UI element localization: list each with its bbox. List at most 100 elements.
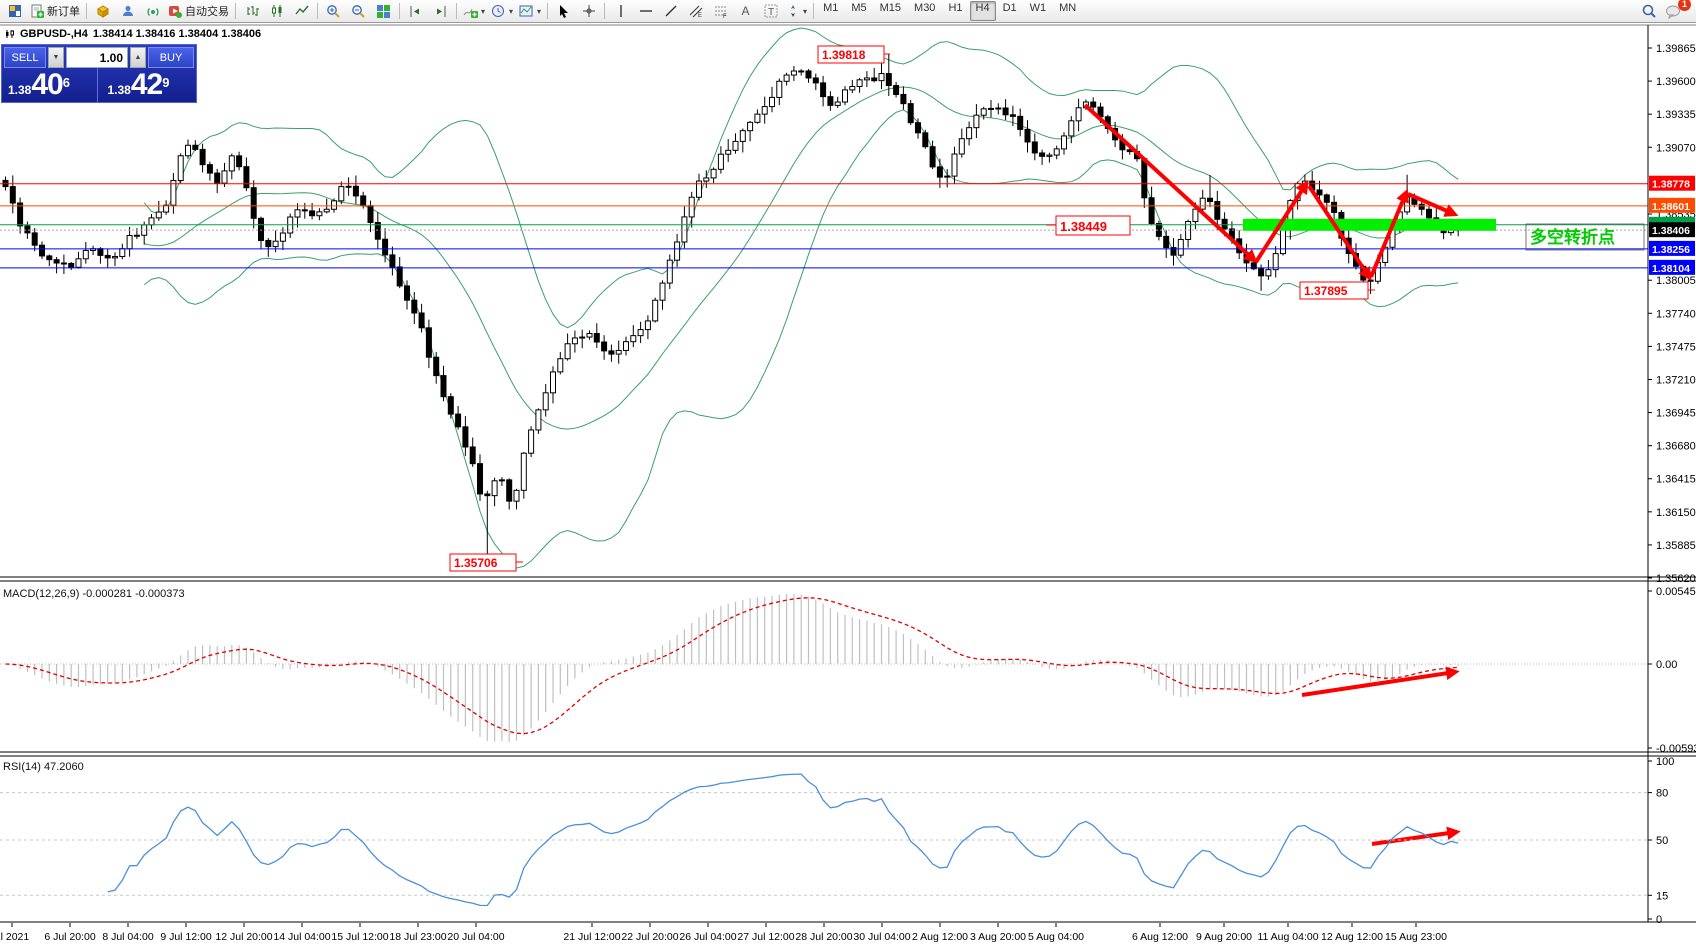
sell-button[interactable]: SELL: [4, 47, 46, 68]
candlestick-chart-icon[interactable]: [264, 1, 289, 22]
time-tick-label: 15 Jul 12:00: [331, 931, 388, 943]
terminal-icon[interactable]: [2, 1, 27, 22]
red-arrow[interactable]: [1083, 103, 1258, 264]
candle-body: [929, 146, 936, 168]
candle-body: [725, 149, 732, 155]
timeframe-button-m15[interactable]: M15: [879, 2, 902, 14]
lot-decrease-button[interactable]: ▼: [48, 47, 64, 68]
text-tool[interactable]: A: [741, 4, 750, 18]
trendline-tool[interactable]: [658, 1, 683, 22]
candle-body: [155, 211, 162, 219]
price-axis[interactable]: 1.398651.396001.393351.390701.385351.380…: [1648, 43, 1696, 926]
one-click-trading-panel: SELL ▼ ▲ BUY 1.38 40 6 1.38 42 9: [1, 44, 197, 103]
red-arrow[interactable]: [1301, 666, 1460, 697]
new-order-button[interactable]: 新订单: [27, 1, 83, 22]
rsi-axis-label: 80: [1656, 788, 1668, 800]
horizontal-line-tool[interactable]: [633, 1, 658, 22]
timeframe-button-d1[interactable]: D1: [1002, 2, 1017, 14]
candle-body: [17, 202, 24, 227]
timeframe-button-m5[interactable]: M5: [851, 2, 867, 14]
candle-body: [389, 254, 396, 268]
zoom-out-icon[interactable]: [346, 1, 371, 22]
candle-body: [754, 113, 761, 123]
candle-body: [856, 79, 863, 87]
candle-body: [258, 217, 264, 241]
time-axis[interactable]: ul 2021 6 Jul 20:00 8 Jul 04:00 9 Jul 12:00…: [0, 923, 1447, 943]
candle-body: [1075, 107, 1082, 122]
green-highlight-bar[interactable]: [1243, 218, 1496, 231]
sell-price[interactable]: 1.38 40 6: [2, 68, 97, 102]
timeframe-button-m30[interactable]: M30: [914, 2, 936, 14]
candle-body: [279, 232, 286, 242]
timeframe-button-h1[interactable]: H1: [948, 2, 963, 14]
candle-body: [1148, 197, 1155, 224]
axis-tick-label: 1.35885: [1656, 540, 1696, 552]
lot-size-input[interactable]: [66, 47, 128, 68]
chart-shift-icon[interactable]: [403, 1, 428, 22]
macd-label: MACD(12,26,9) -0.000281 -0.000373: [3, 588, 185, 600]
search-icon[interactable]: [1636, 1, 1661, 22]
text-label-tool[interactable]: T: [758, 1, 783, 22]
timeframe-button-mn[interactable]: MN: [1059, 2, 1077, 14]
notifications-button[interactable]: 1: [1661, 0, 1691, 22]
fibonacci-tool[interactable]: F: [708, 1, 733, 22]
indicators-button[interactable]: ▾: [460, 1, 488, 22]
candle-body: [944, 175, 951, 178]
sell-price-sup: 6: [62, 75, 70, 90]
candle-body: [309, 210, 316, 217]
timeframe-button-m1[interactable]: M1: [823, 2, 839, 14]
price-label-box[interactable]: [1055, 215, 1131, 236]
buy-price[interactable]: 1.38 42 9: [96, 68, 197, 102]
svg-text:E: E: [698, 13, 702, 18]
candle-body: [1061, 135, 1067, 150]
red-arrow[interactable]: [1307, 184, 1372, 281]
axis-tick-label: 1.38005: [1656, 275, 1696, 287]
cn-annotation[interactable]: 多空转折点: [1525, 223, 1645, 251]
cursor-tool[interactable]: [551, 1, 576, 22]
crosshair-tool[interactable]: [576, 1, 601, 22]
candle-body: [272, 240, 279, 248]
candle-body: [1002, 107, 1009, 116]
red-arrow[interactable]: [1254, 179, 1309, 264]
periods-button[interactable]: ▾: [488, 1, 516, 22]
red-arrow[interactable]: [1371, 826, 1461, 846]
candle-body: [863, 77, 870, 81]
candle-body: [936, 166, 943, 178]
price-label-box[interactable]: [817, 45, 885, 64]
candle-body: [615, 349, 622, 355]
timeframe-button-w1[interactable]: W1: [1029, 2, 1047, 14]
price-label-box[interactable]: [449, 553, 517, 572]
timeframe-button-h4[interactable]: H4: [969, 1, 996, 21]
bollinger-bands: [143, 27, 1459, 569]
market-icon[interactable]: [90, 1, 115, 22]
candle-body: [1053, 148, 1060, 156]
candle-body: [739, 130, 746, 142]
lot-increase-button[interactable]: ▲: [130, 47, 146, 68]
buy-button[interactable]: BUY: [148, 47, 194, 68]
auto-trade-button[interactable]: 自动交易: [165, 1, 232, 22]
signals-icon[interactable]: [140, 1, 165, 22]
line-chart-icon[interactable]: [289, 1, 314, 22]
candle-body: [1031, 141, 1038, 154]
templates-button[interactable]: ▾: [516, 1, 544, 22]
red-arrow[interactable]: [1369, 188, 1409, 278]
equidistant-channel-tool[interactable]: E: [683, 1, 708, 22]
buy-price-big: 42: [130, 68, 163, 101]
price-label-box[interactable]: [1299, 281, 1369, 300]
vertical-line-tool[interactable]: [608, 1, 633, 22]
profile-icon[interactable]: [115, 1, 140, 22]
red-arrow[interactable]: [1407, 192, 1459, 217]
arrows-tool[interactable]: ▾: [783, 1, 810, 22]
candle-body: [112, 256, 118, 259]
candle-body: [652, 299, 659, 322]
candle-body: [951, 153, 958, 177]
candle-body: [688, 196, 695, 218]
zoom-in-icon[interactable]: [321, 1, 346, 22]
tile-windows-icon[interactable]: [371, 1, 396, 22]
candle-body: [243, 166, 250, 189]
candle-body: [535, 409, 542, 431]
chart-autoscroll-icon[interactable]: [428, 1, 453, 22]
bar-chart-icon[interactable]: [239, 1, 264, 22]
candle-body: [995, 107, 1002, 110]
